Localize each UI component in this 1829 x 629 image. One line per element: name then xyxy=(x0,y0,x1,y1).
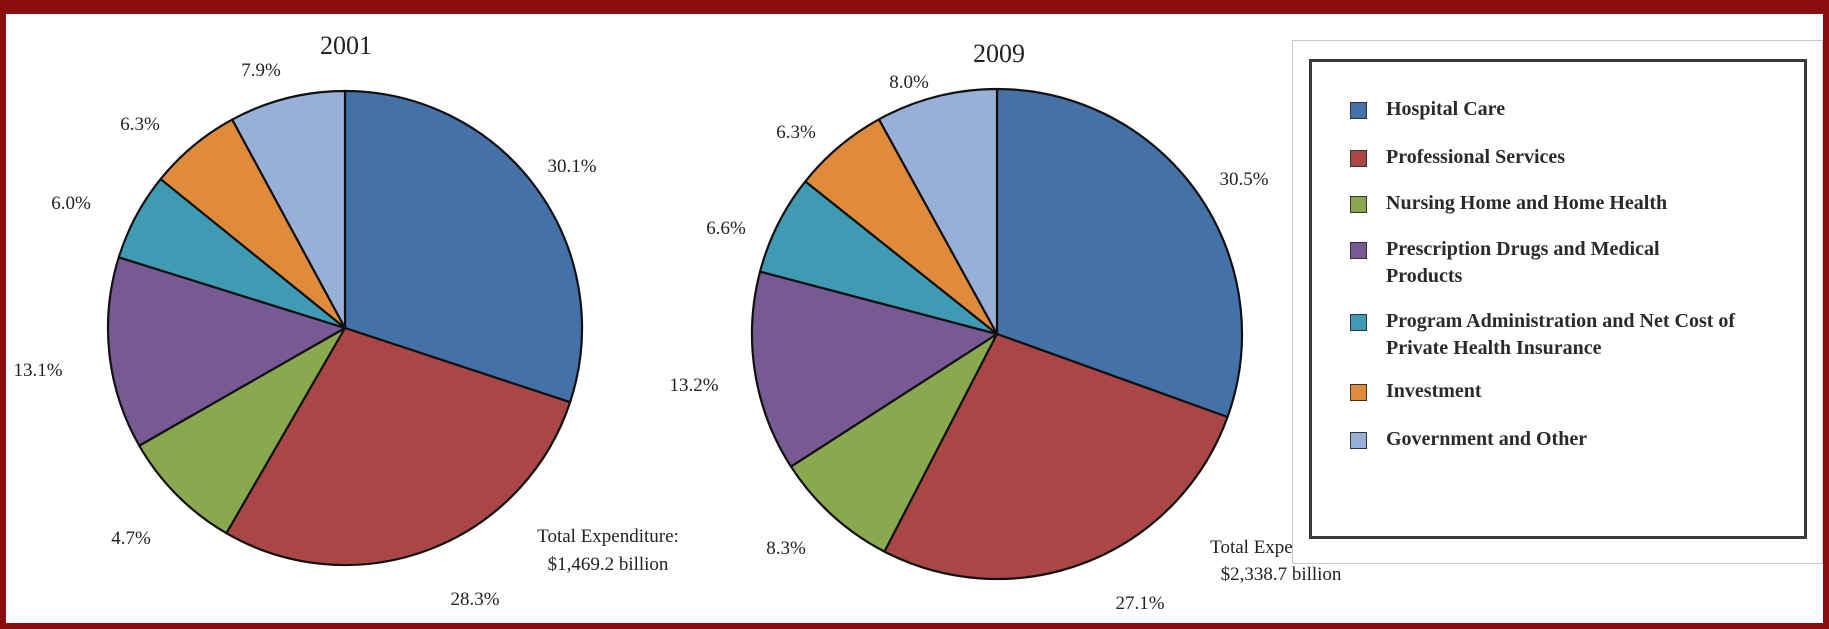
legend-swatch xyxy=(1350,432,1367,449)
slice-label-admin: 6.0% xyxy=(51,193,91,214)
legend-swatch xyxy=(1350,150,1367,167)
chart-title: 2001 xyxy=(320,31,372,60)
slice-label-drugs: 13.2% xyxy=(669,375,718,396)
legend-label: Government and Other xyxy=(1386,428,1588,450)
pie-slice-nursing xyxy=(138,326,347,535)
legend-swatch xyxy=(1350,384,1367,401)
slice-label-hospital: 30.5% xyxy=(1219,169,1268,190)
pie-slice-hospital xyxy=(343,89,584,404)
legend-label: Prescription Drugs and Medical Products xyxy=(1386,238,1660,287)
chart-title: 2009 xyxy=(973,39,1025,68)
slice-label-nursing: 8.3% xyxy=(766,538,806,559)
pie-slice-nursing xyxy=(789,332,999,553)
pie-chart-2009: 30.5%27.1%8.3%13.2%6.6%6.3%8.0%2009Total… xyxy=(669,39,1351,614)
slice-label-government: 8.0% xyxy=(889,72,929,93)
slice-label-professional: 28.3% xyxy=(450,589,499,610)
legend-label: Hospital Care xyxy=(1386,98,1506,120)
total-expenditure-value: $1,469.2 billion xyxy=(548,554,669,575)
legend-label: Professional Services xyxy=(1386,146,1566,168)
pie-chart-2001: 30.1% 28.3% 4.7% 13.1% 6.0% 6.3% 7.9% 2001 Total… xyxy=(13,31,678,610)
total-expenditure-label: Total Expenditure: xyxy=(537,526,679,547)
pie-slice-government xyxy=(877,87,999,336)
pie-slice-hospital xyxy=(995,87,1244,419)
legend-label: Program Administration and Net Cost of P… xyxy=(1386,310,1736,359)
chart-frame: 30.1% 28.3% 4.7% 13.1% 6.0% 6.3% 7.9% 2001 Total… xyxy=(6,14,1823,623)
legend-swatch xyxy=(1350,314,1367,331)
legend-swatch xyxy=(1350,196,1367,213)
slice-label-investment: 6.3% xyxy=(776,122,816,143)
pie-slice-professional xyxy=(883,332,1229,581)
legend: Hospital Care Professional Services Nurs… xyxy=(1309,59,1807,539)
pie-slice-drugs xyxy=(750,270,999,468)
total-expenditure-value: $2,338.7 billion xyxy=(1221,564,1342,585)
slice-label-professional: 27.1% xyxy=(1115,593,1164,614)
pie-slice-government xyxy=(231,89,347,330)
slice-label-government: 7.9% xyxy=(241,60,281,81)
slice-label-drugs: 13.1% xyxy=(13,360,62,381)
legend-swatch xyxy=(1350,242,1367,259)
legend-label: Nursing Home and Home Health xyxy=(1386,192,1668,214)
slice-label-admin: 6.6% xyxy=(706,218,746,239)
pie-slice-professional xyxy=(225,326,572,567)
pie-charts: 30.1% 28.3% 4.7% 13.1% 6.0% 6.3% 7.9% 2001 Total… xyxy=(13,31,1351,614)
legend-swatch xyxy=(1350,102,1367,119)
slice-label-investment: 6.3% xyxy=(120,114,160,135)
slice-label-hospital: 30.1% xyxy=(547,156,596,177)
legend-label: Investment xyxy=(1386,380,1482,402)
slice-label-nursing: 4.7% xyxy=(111,528,151,549)
pie-slice-drugs xyxy=(106,256,347,447)
